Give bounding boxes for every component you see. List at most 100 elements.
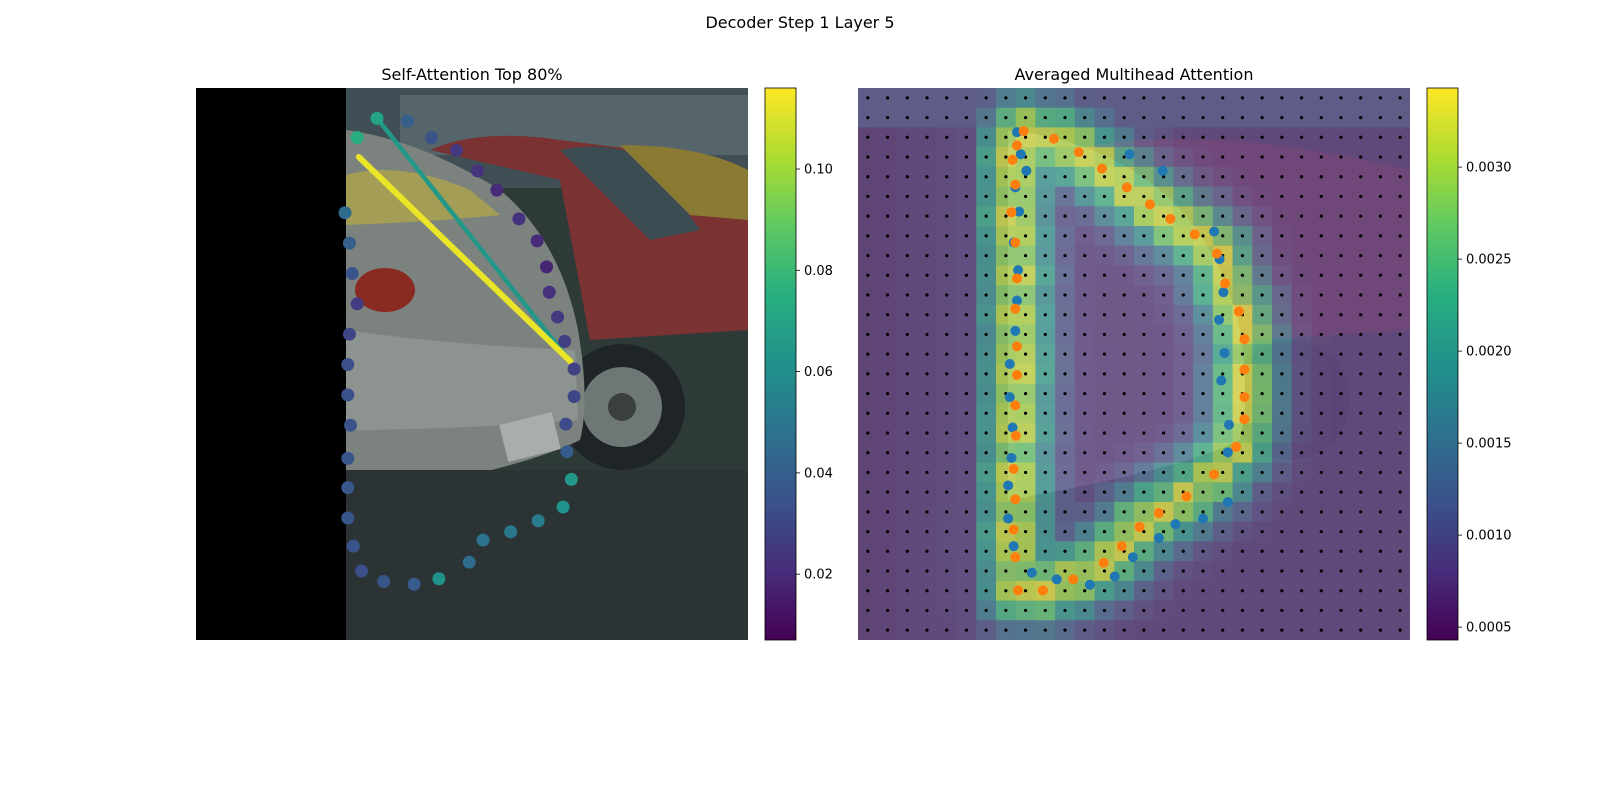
attention-point xyxy=(425,131,439,145)
grid-dot xyxy=(1378,569,1383,573)
grid-dot xyxy=(1181,510,1185,514)
grid-dot xyxy=(1378,431,1383,435)
grid-dot xyxy=(1378,135,1383,139)
grid-dot xyxy=(1260,332,1264,337)
grid-dot xyxy=(1142,510,1146,514)
grid-dot xyxy=(1142,293,1146,297)
grid-dot xyxy=(1299,451,1304,455)
grid-dot xyxy=(1221,510,1225,514)
grid-dot xyxy=(1359,273,1363,277)
attention-point xyxy=(471,164,485,178)
grid-dot xyxy=(1378,529,1383,534)
grid-dot xyxy=(1240,175,1245,179)
right-plot-area xyxy=(858,88,1410,640)
grid-dot xyxy=(1299,135,1304,139)
grid-dot xyxy=(925,391,929,396)
grid-dot xyxy=(964,628,969,632)
grid-dot xyxy=(945,135,949,139)
grid-dot xyxy=(1378,96,1383,100)
grid-dot xyxy=(1378,411,1383,415)
grid-dot xyxy=(1319,253,1323,258)
grid-dot xyxy=(1122,490,1126,494)
grid-dot xyxy=(964,608,969,613)
grid-dot xyxy=(964,135,969,139)
grid-dot xyxy=(925,411,929,415)
grid-dot xyxy=(1221,175,1225,179)
grid-dot xyxy=(1299,470,1304,475)
grid-dot xyxy=(1280,451,1284,455)
grid-dot xyxy=(1240,115,1245,120)
grid-dot xyxy=(1102,175,1107,179)
grid-dot xyxy=(1122,608,1126,613)
grid-dot xyxy=(1240,569,1245,573)
grid-dot xyxy=(1004,273,1008,277)
grid-dot xyxy=(1083,569,1087,573)
grid-dot xyxy=(1299,529,1304,534)
grid-dot xyxy=(1201,352,1205,356)
grid-dot xyxy=(1398,155,1402,159)
grid-dot xyxy=(1161,332,1166,337)
grid-dot xyxy=(1398,372,1402,376)
grid-dot xyxy=(1299,549,1304,553)
polygon-point xyxy=(1219,347,1230,358)
grid-dot xyxy=(1083,135,1087,139)
grid-dot xyxy=(1359,194,1363,199)
grid-dot xyxy=(1378,194,1383,199)
grid-dot xyxy=(1339,313,1343,317)
grid-dot xyxy=(1319,352,1323,356)
grid-dot xyxy=(1083,411,1087,415)
polygon-point xyxy=(1010,237,1021,248)
grid-dot xyxy=(1359,175,1363,179)
grid-dot xyxy=(1023,313,1028,317)
grid-dot xyxy=(1102,391,1107,396)
attention-point xyxy=(400,114,414,128)
grid-dot xyxy=(1161,115,1166,120)
colorbar-tick-label: 0.0030 xyxy=(1466,161,1512,176)
grid-dot xyxy=(1378,115,1383,120)
grid-dot xyxy=(1280,293,1284,297)
grid-dot xyxy=(1102,372,1107,376)
grid-dot xyxy=(1142,529,1146,534)
grid-dot xyxy=(964,549,969,553)
grid-dot xyxy=(1260,510,1264,514)
grid-dot xyxy=(905,628,909,632)
grid-dot xyxy=(1063,313,1067,317)
grid-dot xyxy=(1359,293,1363,297)
grid-dot xyxy=(925,332,929,337)
grid-dot xyxy=(1122,470,1126,475)
grid-dot xyxy=(1142,549,1146,553)
grid-dot xyxy=(1240,273,1245,277)
grid-dot xyxy=(1122,529,1126,534)
grid-dot xyxy=(1083,115,1087,120)
grid-dot xyxy=(1319,155,1323,159)
grid-dot xyxy=(1201,135,1205,139)
grid-dot xyxy=(1122,411,1126,415)
grid-dot xyxy=(1339,451,1343,455)
grid-dot xyxy=(984,510,988,514)
grid-dot xyxy=(885,175,890,179)
grid-dot xyxy=(925,352,929,356)
attention-point xyxy=(338,206,352,220)
grid-dot xyxy=(1378,391,1383,396)
grid-dot xyxy=(866,293,870,297)
grid-dot xyxy=(1083,332,1087,337)
grid-dot xyxy=(866,135,870,139)
polygon-point xyxy=(1011,295,1022,306)
grid-dot xyxy=(1240,589,1245,593)
grid-dot xyxy=(885,115,890,120)
grid-dot xyxy=(1181,470,1185,475)
grid-dot xyxy=(1240,96,1245,100)
polygon-point xyxy=(1145,199,1156,210)
grid-dot xyxy=(1083,155,1087,159)
grid-dot xyxy=(1378,214,1383,218)
grid-dot xyxy=(964,529,969,534)
polygon-point xyxy=(1068,574,1079,585)
grid-dot xyxy=(1023,490,1028,494)
grid-dot xyxy=(1122,273,1126,277)
grid-dot xyxy=(1043,155,1047,159)
grid-dot xyxy=(1142,135,1146,139)
grid-dot xyxy=(1063,549,1067,553)
polygon-point xyxy=(1051,574,1062,585)
grid-dot xyxy=(1319,194,1323,199)
grid-dot xyxy=(1378,293,1383,297)
